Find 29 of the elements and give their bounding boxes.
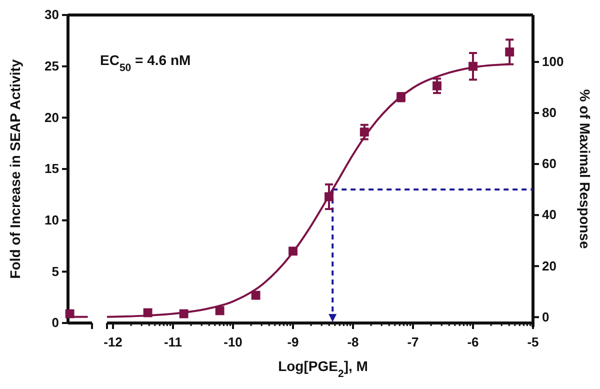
x-tick-label: -7: [407, 334, 419, 350]
y-tick-label: 0: [52, 315, 59, 330]
x-tick-label: -11: [164, 334, 182, 350]
y-tick-label: 10: [44, 212, 59, 228]
x-tick-label: -12: [104, 334, 122, 350]
y-tick-label: 25: [44, 58, 59, 74]
x-axis-title: Log[PGE$_{2}$], M: [278, 358, 368, 380]
point: [251, 290, 260, 300]
y-tick-label: 20: [44, 110, 59, 125]
x-tick-label: -6: [467, 334, 479, 350]
y2-tick-label: 0: [542, 309, 550, 324]
y2-axis-title: % of Maximal Response: [577, 89, 593, 249]
point: [505, 47, 514, 56]
x-tick-label: -8: [347, 334, 359, 350]
point: [432, 81, 442, 90]
y2-tick-label: 20: [542, 258, 556, 274]
y2-tick-label: 100: [542, 54, 564, 70]
x-tick-label: -9: [287, 334, 299, 350]
x-tick-label: -5: [527, 334, 539, 350]
y-tick-label: 30: [44, 7, 59, 22]
point: [215, 306, 224, 316]
y-axis-title: Fold of Increase in SEAP Activity: [7, 59, 23, 279]
y2-tick-label: 60: [542, 156, 556, 172]
y-tick-label: 5: [52, 264, 59, 279]
y-tick-label: 15: [44, 161, 59, 176]
y2-tick-label: 40: [542, 207, 556, 222]
y2-tick-label: 80: [542, 105, 556, 120]
annotation: EC$_{50}$ = 4.6 nM: [100, 52, 191, 74]
x-tick-label: -10: [224, 334, 242, 350]
